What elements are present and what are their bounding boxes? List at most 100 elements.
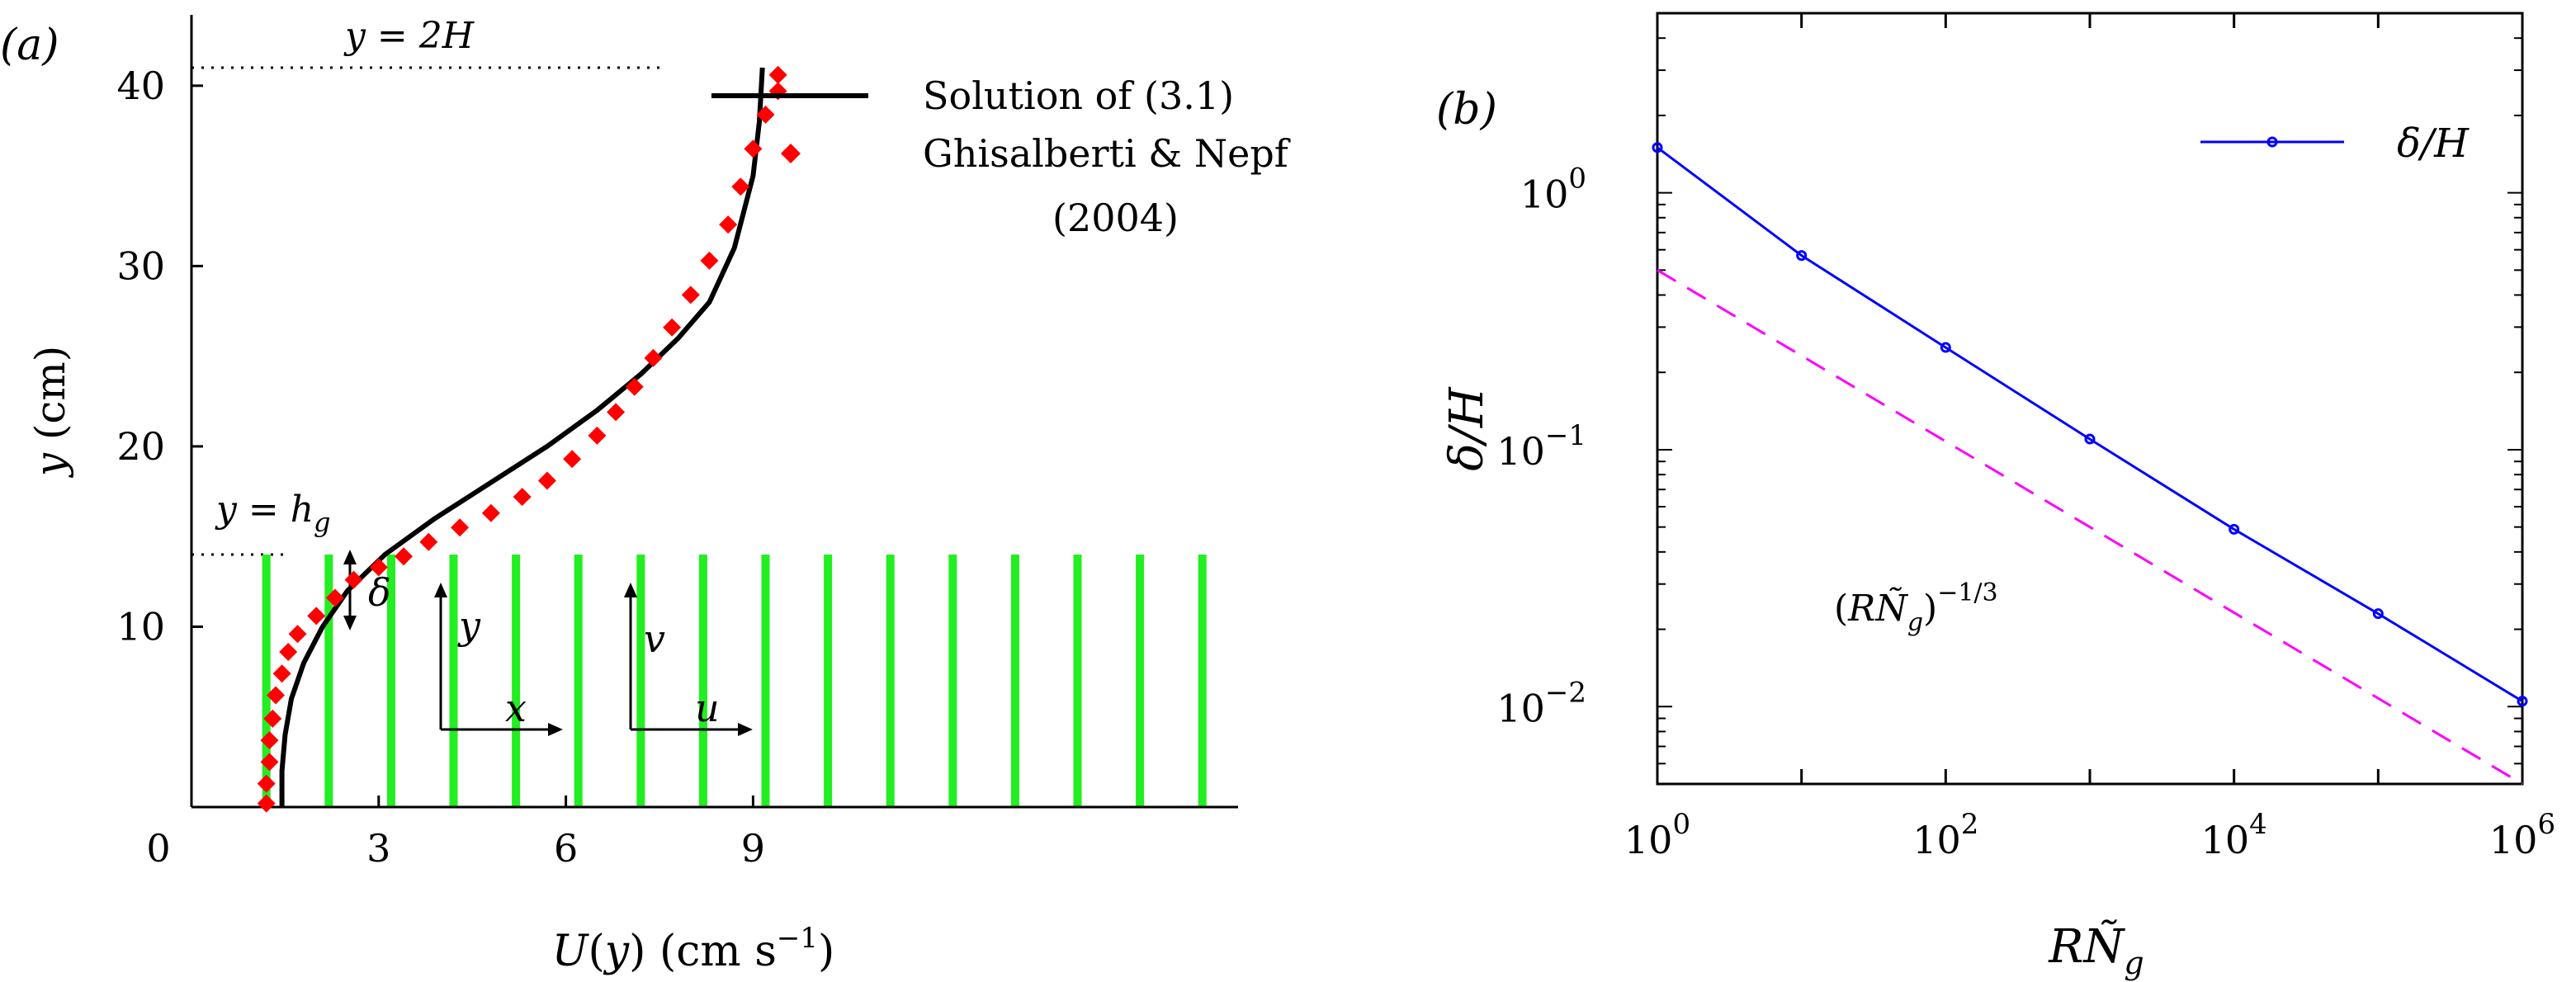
data-point-marker <box>537 471 556 490</box>
delta-h-point <box>1940 342 1951 353</box>
panel-a-ticks: 0 3 6 9 10 20 30 40 <box>116 64 765 871</box>
data-point-marker <box>481 503 500 522</box>
delta-arrow-head-up <box>343 550 357 564</box>
data-point-marker <box>263 709 282 728</box>
data-point-marker <box>588 426 607 445</box>
vegetation-stem <box>698 555 707 807</box>
x-tick-label: 6 <box>554 826 578 871</box>
data-point-marker <box>257 794 276 813</box>
y-tick-label: 100 <box>1520 163 1586 217</box>
y-tick-label: 20 <box>116 424 165 469</box>
legend-marker-label-2: (2004) <box>1052 196 1179 240</box>
data-point-marker <box>419 532 438 551</box>
data-point-marker <box>644 348 663 367</box>
data-point-marker <box>563 450 582 469</box>
ghisalberti-markers <box>257 65 787 813</box>
vegetation-stems <box>262 555 1207 807</box>
delta-h-point <box>1796 250 1808 262</box>
data-point-marker <box>513 488 532 507</box>
dashed-power-law <box>1657 269 2523 786</box>
vegetation-stem <box>1198 555 1207 807</box>
panel-a: (a) y = 2H y = hg δ y x v u 0 3 6 9 10 20 30 40 <box>0 15 1291 976</box>
data-point-marker <box>395 547 414 566</box>
inset-label-v: v <box>644 616 665 661</box>
x-tick-label: 102 <box>1912 808 1978 862</box>
vegetation-stem <box>824 555 833 807</box>
x-tick-label: 9 <box>741 826 765 871</box>
data-point-marker <box>625 377 644 396</box>
data-point-marker <box>756 105 775 124</box>
y-tick-label: 40 <box>116 64 165 108</box>
delta-label: δ <box>368 570 391 615</box>
panel-b-ylabel: δ/H <box>1440 386 1494 471</box>
panel-a-legend: Solution of (3.1) Ghisalberti & Nepf (20… <box>711 73 1291 240</box>
delta-arrow-head-down <box>343 616 357 630</box>
panel-b: (b) 100 102 104 106 10−2 10−1 100 δ/H (RÑg)−1/… <box>1436 12 2555 981</box>
data-point-marker <box>719 215 738 234</box>
data-point-marker <box>279 643 298 662</box>
legend-delta-marker <box>2266 136 2278 148</box>
inset-label-x: x <box>505 686 527 730</box>
vegetation-stem <box>761 555 770 807</box>
data-point-marker <box>681 286 700 305</box>
data-point-marker <box>744 139 763 158</box>
data-point-marker <box>451 518 470 537</box>
x-tick-label: 100 <box>1624 808 1690 862</box>
vegetation-stem <box>636 555 645 807</box>
delta-h-point <box>1652 142 1663 153</box>
data-point-marker <box>257 774 276 793</box>
x-tick-label: 3 <box>366 826 390 871</box>
x-tick-label: 104 <box>2201 808 2267 862</box>
data-point-marker <box>325 588 344 607</box>
label-y-hg: y = hg <box>215 489 331 538</box>
vegetation-stem <box>1136 555 1145 807</box>
inset-axis-u-arrow <box>738 723 753 736</box>
panel-b-xlabel: RÑg <box>2048 919 2144 981</box>
inset-axis-y-arrow <box>434 583 447 597</box>
y-tick-label: 10−2 <box>1496 676 1586 730</box>
inset-axis-x-arrow <box>548 723 563 736</box>
delta-h-point <box>2372 608 2384 620</box>
vegetation-stem <box>1010 555 1019 807</box>
data-point-marker <box>267 686 286 705</box>
x-tick-label: 0 <box>146 826 170 871</box>
data-point-marker <box>768 65 787 84</box>
y-tick-label: 10−1 <box>1496 419 1586 474</box>
data-point-marker <box>344 570 363 589</box>
data-point-marker <box>260 753 279 772</box>
data-point-marker <box>607 403 626 422</box>
data-point-marker <box>731 177 750 196</box>
vegetation-stem <box>512 555 521 807</box>
vegetation-stem <box>262 555 271 807</box>
vegetation-stem <box>386 555 395 807</box>
vegetation-stem <box>574 555 583 807</box>
data-point-marker <box>369 558 388 577</box>
legend-solution-label: Solution of (3.1) <box>923 73 1234 118</box>
panel-a-label: (a) <box>0 21 59 70</box>
legend-marker-diamond <box>781 144 801 163</box>
vegetation-stem <box>948 555 957 807</box>
power-law-annotation: (RÑg)−1/3 <box>1834 578 1998 637</box>
y-tick-label: 30 <box>116 243 165 288</box>
panel-a-xlabel: U(y) (cm s−1) <box>552 922 835 976</box>
x-tick-label: 106 <box>2489 808 2555 862</box>
delta-h-markers <box>1652 142 2528 707</box>
data-point-marker <box>260 731 279 750</box>
label-y-2h: y = 2H <box>343 15 475 57</box>
inset-label-u: u <box>695 686 720 730</box>
vegetation-stem <box>886 555 895 807</box>
inset-axis-v-arrow <box>624 583 637 597</box>
data-point-marker <box>663 318 682 337</box>
delta-h-point <box>2517 696 2528 707</box>
data-point-marker <box>272 664 291 683</box>
vegetation-stem <box>324 555 333 807</box>
data-point-marker <box>307 607 326 626</box>
legend-marker-label-1: Ghisalberti & Nepf <box>923 131 1291 176</box>
vegetation-stem <box>1073 555 1082 807</box>
panel-b-label: (b) <box>1436 85 1497 135</box>
legend-delta-label: δ/H <box>2397 120 2470 167</box>
panel-b-ticks: 100 102 104 106 10−2 10−1 100 <box>1496 12 2555 862</box>
panel-a-ylabel: y (cm) <box>26 346 74 479</box>
data-point-marker <box>288 625 307 644</box>
